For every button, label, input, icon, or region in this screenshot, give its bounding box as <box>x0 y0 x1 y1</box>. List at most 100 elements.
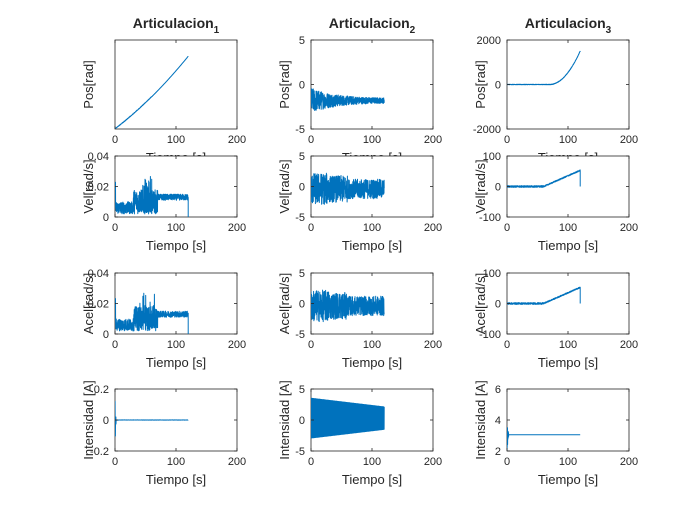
y-axis-label: Acel[rad/s] <box>473 273 488 334</box>
x-tick-label: 0 <box>504 222 510 234</box>
x-tick-label: 0 <box>308 339 314 351</box>
x-axis-label: Tiempo [s] <box>146 238 206 253</box>
x-tick-label: 0 <box>112 222 118 234</box>
x-tick-label: 200 <box>620 456 638 468</box>
y-tick-label: 2 <box>495 446 501 458</box>
y-axis-label: Vel[rad/s] <box>473 159 488 213</box>
x-tick-label: 0 <box>112 134 118 146</box>
y-tick-label: 5 <box>299 35 305 47</box>
y-tick-label: 0.04 <box>88 151 109 163</box>
y-axis-label: Vel[rad/s] <box>277 159 292 213</box>
y-axis-label: Intensidad [A] <box>81 380 96 460</box>
x-tick-label: 0 <box>308 222 314 234</box>
x-tick-label: 100 <box>167 339 185 351</box>
y-axis-label: Acel[rad/s] <box>277 273 292 334</box>
y-tick-label: 0.02 <box>88 182 109 194</box>
x-tick-label: 0 <box>504 456 510 468</box>
y-tick-label: -5 <box>295 329 305 341</box>
subplot-title: Articulacion3 <box>525 15 612 36</box>
x-tick-label: 200 <box>228 339 246 351</box>
x-tick-label: 0 <box>112 456 118 468</box>
y-tick-label: 6 <box>495 384 501 396</box>
x-tick-label: 100 <box>559 456 577 468</box>
plot-area <box>114 39 238 130</box>
y-tick-label: 0 <box>299 415 305 427</box>
series-line-1 <box>311 289 385 323</box>
x-tick-label: 200 <box>620 339 638 351</box>
x-tick-label: 100 <box>167 456 185 468</box>
subplot-12: 0 100 200 2 4 6 Tiempo [s] Intensidad [A] <box>473 380 638 487</box>
y-tick-label: 5 <box>299 384 305 396</box>
y-tick-label: -5 <box>295 212 305 224</box>
series-line-1 <box>311 88 385 111</box>
x-axis-label: Tiempo [s] <box>342 355 402 370</box>
x-tick-label: 100 <box>167 222 185 234</box>
subplot-7: 0 100 200 0 0.02 0.04 Tiempo [s] Acel[rad/s] <box>81 268 246 370</box>
subplot-4: 0 100 200 0 0.02 0.04 Tiempo [s] Vel[rad/s] <box>81 151 246 253</box>
y-tick-label: 0.04 <box>88 268 109 280</box>
y-tick-label: 0.02 <box>88 299 109 311</box>
y-axis-label: Intensidad [A] <box>277 380 292 460</box>
x-tick-label: 100 <box>363 134 381 146</box>
x-tick-label: 200 <box>228 222 246 234</box>
series-line-1 <box>507 169 581 188</box>
y-axis-label: Pos[rad] <box>81 60 96 108</box>
y-tick-label: 0 <box>495 299 501 311</box>
x-tick-label: 100 <box>559 339 577 351</box>
series-line-1 <box>311 397 385 439</box>
x-tick-label: 200 <box>424 222 442 234</box>
x-tick-label: 100 <box>363 339 381 351</box>
y-tick-label: -100 <box>479 329 501 341</box>
y-tick-label: 0 <box>495 182 501 194</box>
x-tick-label: 200 <box>424 339 442 351</box>
y-axis-label: Acel[rad/s] <box>81 273 96 334</box>
x-tick-label: 200 <box>228 456 246 468</box>
x-axis-label: Tiempo [s] <box>538 238 598 253</box>
plot-area <box>506 388 630 452</box>
series-line-1 <box>311 172 385 205</box>
x-tick-label: 200 <box>620 134 638 146</box>
x-tick-label: 100 <box>363 222 381 234</box>
plot-area <box>114 155 238 218</box>
y-tick-label: 0 <box>103 415 109 427</box>
y-tick-label: 5 <box>299 268 305 280</box>
subplot-1: 0100200Tiempo [s]Pos[rad]Articulacion1 <box>81 15 246 165</box>
plot-area <box>310 39 434 130</box>
x-tick-label: 100 <box>559 134 577 146</box>
x-axis-label: Tiempo [s] <box>538 355 598 370</box>
y-tick-label: 4 <box>495 415 501 427</box>
y-tick-label: 2000 <box>477 35 501 47</box>
y-tick-label: 0.2 <box>94 384 109 396</box>
y-tick-label: -100 <box>479 212 501 224</box>
x-tick-label: 0 <box>308 456 314 468</box>
series-line-1 <box>115 176 189 217</box>
x-tick-label: 100 <box>559 222 577 234</box>
y-tick-label: 5 <box>299 151 305 163</box>
x-tick-label: 0 <box>504 339 510 351</box>
y-tick-label: -5 <box>295 124 305 136</box>
x-axis-label: Tiempo [s] <box>538 472 598 487</box>
series-line-1 <box>115 55 189 129</box>
x-tick-label: 100 <box>167 134 185 146</box>
x-axis-label: Tiempo [s] <box>342 238 402 253</box>
x-axis-label: Tiempo [s] <box>342 472 402 487</box>
y-tick-label: 100 <box>483 268 501 280</box>
x-tick-label: 200 <box>424 134 442 146</box>
x-tick-label: 200 <box>424 456 442 468</box>
y-tick-label: 0 <box>299 80 305 92</box>
y-tick-label: 0 <box>103 329 109 341</box>
subplot-title: Articulacion2 <box>329 15 416 36</box>
series-line-1 <box>115 292 189 334</box>
y-axis-label: Pos[rad] <box>473 60 488 108</box>
y-tick-label: -0.2 <box>90 446 109 458</box>
x-axis-label: Tiempo [s] <box>146 472 206 487</box>
x-tick-label: 0 <box>308 134 314 146</box>
subplot-title: Articulacion1 <box>133 15 220 36</box>
